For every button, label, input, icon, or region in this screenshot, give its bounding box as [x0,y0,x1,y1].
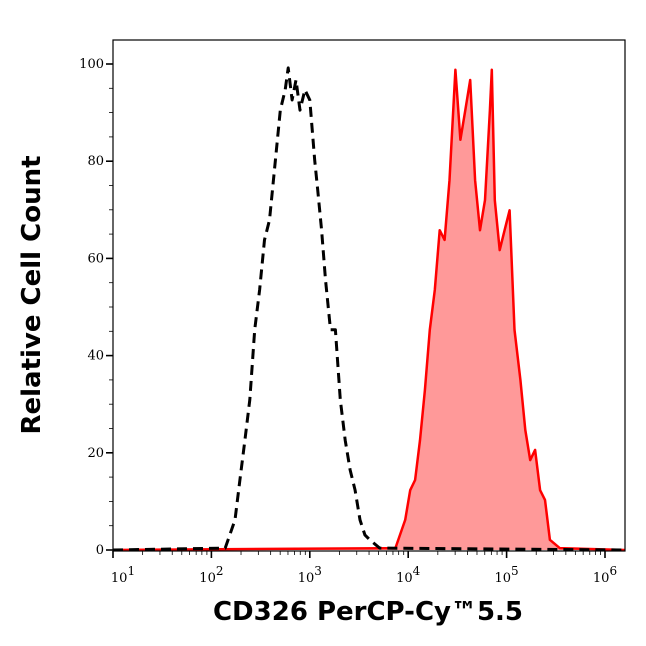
series-layer [112,66,625,552]
y-tick-label: 80 [87,154,104,169]
x-tick-label: 105 [495,564,519,586]
x-tick-label: 106 [593,564,617,586]
x-tick-base: 10 [111,571,128,586]
series-line-0 [112,66,625,552]
x-tick-exponent: 2 [216,564,224,578]
y-tick-label: 40 [87,349,104,364]
x-tick-label: 104 [396,564,421,586]
x-tick-label: 103 [298,564,322,586]
series-fill-1 [113,69,625,551]
x-tick-base: 10 [199,571,216,586]
plot-frame [112,39,626,552]
x-tick-base: 10 [495,571,512,586]
y-axis-label: Relative Cell Count [17,155,47,434]
x-tick-exponent: 5 [511,564,519,578]
x-tick-base: 10 [298,571,315,586]
x-tick-exponent: 1 [127,564,135,578]
x-tick-exponent: 6 [609,564,617,578]
y-tick-label: 100 [79,57,104,72]
series-line-1 [112,68,625,552]
y-tick-label: 0 [96,543,104,558]
x-tick-label: 102 [199,564,223,586]
y-tick-label: 20 [87,446,104,461]
x-axis-label: CD326 PerCP-Cy™5.5 [213,597,523,627]
x-tick-base: 10 [396,571,413,586]
y-tick-label: 60 [87,251,104,266]
x-tick-exponent: 3 [314,564,322,578]
x-tick-exponent: 4 [413,564,421,578]
x-tick-base: 10 [593,571,610,586]
x-tick-label: 101 [111,564,135,586]
